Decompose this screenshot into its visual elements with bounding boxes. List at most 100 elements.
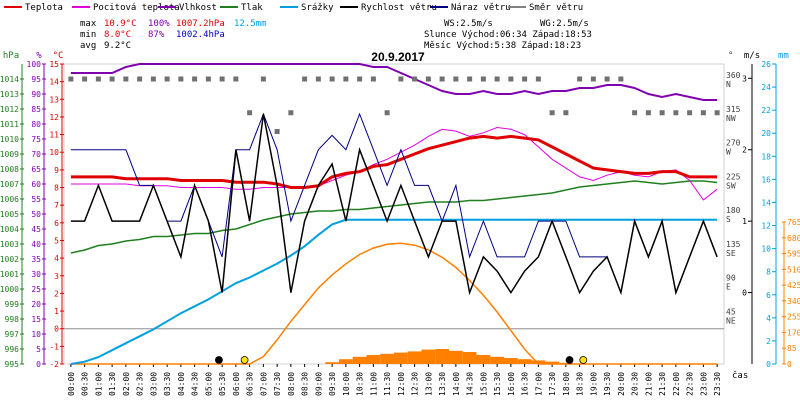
event-sun-rise — [240, 356, 249, 364]
wind-dir-point — [549, 110, 555, 116]
legend-label-1: Pocitová teplota — [93, 3, 180, 13]
pct-axis-unit: % — [36, 51, 42, 61]
dir-tick-value-3: 225 — [726, 172, 741, 181]
pct-axis-tick-label-19: 95 — [31, 75, 41, 84]
x-tick-label-36: 18:00 — [562, 372, 571, 396]
x-tick-label-24: 12:00 — [397, 372, 406, 396]
hpa-axis-tick-label-16: 1011 — [0, 120, 19, 129]
x-tick-label-17: 08:30 — [301, 372, 310, 396]
hpa-axis-tick-label-18: 1013 — [0, 90, 19, 99]
series-solar-line — [70, 242, 718, 365]
x-tick-label-12: 06:00 — [232, 372, 241, 396]
pct-axis-tick-label-10: 50 — [31, 210, 41, 219]
x-tick-label-26: 13:00 — [424, 372, 433, 396]
x-tick-label-22: 11:00 — [369, 372, 378, 396]
mm-tick-label-8: 16 — [761, 175, 771, 184]
stat-max-hum: 100% — [148, 19, 170, 29]
dir-axis-unit: ° — [728, 51, 733, 61]
legend-label-0: Teplota — [25, 3, 63, 13]
dir-tick-value-0: 360 — [726, 71, 741, 80]
ms-tick-label-3: 3 — [742, 74, 747, 83]
pct-axis-tick-label-0: 0 — [36, 360, 41, 369]
wind-dir-point — [205, 76, 211, 82]
dir-tick-dir-6: E — [726, 283, 731, 292]
mm-tick-label-11: 22 — [761, 106, 771, 115]
x-tick-label-7: 03:30 — [163, 372, 172, 396]
temp-axis-tick-label-8: 6 — [54, 219, 59, 228]
x-tick-label-9: 04:30 — [191, 372, 200, 396]
ms-axis-unit: m/s — [744, 51, 760, 61]
temp-axis-tick-label-0: -2 — [49, 360, 59, 369]
axes: 9959969979989991000100110021003100410051… — [0, 51, 800, 396]
temp-axis-tick-label-17: 15 — [49, 60, 59, 69]
series-wind-line — [70, 113, 718, 296]
legend-label-7: Směr větru — [529, 3, 583, 13]
x-tick-label-31: 15:30 — [493, 372, 502, 396]
hpa-axis-tick-label-6: 1001 — [0, 270, 19, 279]
rain-rate-bar — [476, 355, 491, 364]
hpa-axis-tick-label-4: 999 — [5, 300, 20, 309]
event-sun-set — [579, 356, 588, 364]
temp-axis-tick-label-4: 2 — [54, 289, 59, 298]
rain-rate-bar — [339, 359, 353, 364]
solar-tick-label-7: 595 — [787, 250, 800, 259]
mm-tick-label-9: 18 — [761, 152, 771, 161]
wind-dir-point — [659, 110, 665, 116]
wind-dir-point — [247, 110, 253, 116]
dir-tick-dir-7: NE — [726, 316, 736, 325]
dir-tick-value-6: 90 — [726, 274, 736, 283]
wind-dir-point — [480, 76, 486, 82]
wind-dir-point — [453, 76, 459, 82]
pct-axis-tick-label-17: 85 — [31, 105, 41, 114]
x-tick-label-23: 11:30 — [383, 372, 392, 396]
legend-label-5: Rychlost větru — [361, 3, 437, 13]
wind-dir-point — [425, 76, 431, 82]
pct-axis-tick-label-12: 60 — [31, 180, 41, 189]
event-moon-set — [565, 356, 574, 364]
wind-dir-point — [233, 76, 239, 82]
x-tick-label-21: 10:30 — [356, 372, 365, 396]
x-tick-label-25: 12:30 — [411, 372, 420, 396]
series-temperature-line — [70, 134, 718, 189]
mm-tick-label-7: 14 — [761, 198, 771, 207]
wind-dir-point — [219, 76, 225, 82]
dir-tick-dir-2: W — [726, 148, 731, 157]
wind-dir-point — [645, 110, 651, 116]
rain-rate-bar — [352, 356, 367, 364]
temp-axis-tick-label-16: 14 — [49, 78, 59, 87]
wind-dir-point — [384, 110, 390, 116]
wind-dir-point — [604, 76, 610, 82]
event-moon-rise — [215, 356, 223, 364]
hpa-axis-tick-label-19: 1014 — [0, 75, 19, 84]
x-tick-label-28: 14:00 — [452, 372, 461, 396]
x-tick-label-2: 01:00 — [94, 372, 103, 396]
stat-min-hum: 87% — [148, 30, 165, 40]
solar-tick-label-8: 680 — [787, 234, 800, 243]
wind-dir-point — [370, 76, 376, 82]
solar-tick-label-9: 765 — [787, 218, 800, 227]
x-tick-label-47: 23:30 — [713, 372, 722, 396]
hpa-axis-tick-label-9: 1004 — [0, 225, 19, 234]
solar-tick-label-2: 170 — [787, 328, 800, 337]
rain-rate-bar — [380, 353, 394, 364]
wind-dir-point — [577, 76, 583, 82]
wind-dir-point — [123, 76, 129, 82]
hpa-axis-tick-label-17: 1012 — [0, 105, 19, 114]
stat-min-temp: 8.0°C — [104, 30, 131, 40]
pct-axis-tick-label-15: 75 — [31, 135, 41, 144]
hpa-axis-tick-label-10: 1005 — [0, 210, 19, 219]
stat-min-label: min — [80, 30, 96, 40]
wind-dir-point — [274, 129, 280, 134]
x-tick-label-4: 02:00 — [122, 372, 131, 396]
x-tick-label-34: 17:00 — [534, 372, 543, 396]
series-pressure-line — [70, 180, 718, 254]
legend: Teplota Pocitová teplota Vlhkost Tlak Srážky… — [4, 3, 583, 13]
pct-axis-tick-label-8: 40 — [31, 240, 41, 249]
wind-dir-point — [137, 76, 143, 82]
wind-dir-point — [95, 76, 101, 82]
wind-dir-point — [288, 110, 294, 116]
temp-axis-tick-label-10: 8 — [54, 184, 59, 193]
wind-dir-point — [150, 76, 156, 82]
mm-tick-label-0: 0 — [766, 360, 771, 369]
wind-dir-point — [494, 76, 500, 82]
